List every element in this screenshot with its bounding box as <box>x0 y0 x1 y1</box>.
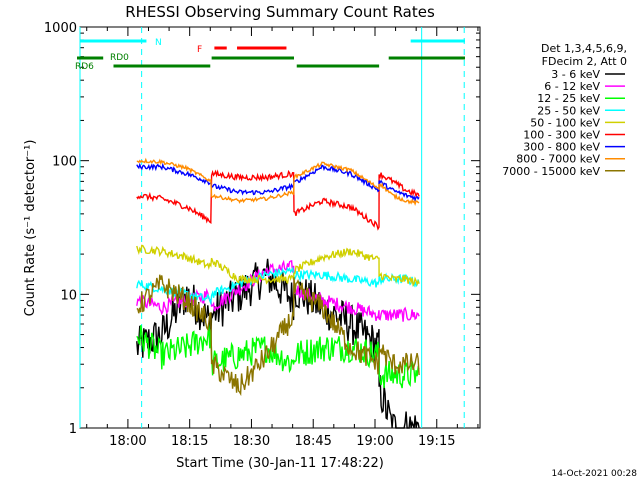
x-axis-title: Start Time (30-Jan-11 17:48:22) <box>176 456 384 471</box>
flag-rd6: RD6 <box>75 62 380 72</box>
y-axis: 1 10 100 1000 <box>44 21 480 437</box>
x-tick-label: 18:00 <box>109 434 146 449</box>
legend-label: 50 - 100 keV <box>530 116 600 129</box>
legend-label: 12 - 25 keV <box>537 92 600 105</box>
flag-label: RD6 <box>75 62 94 72</box>
legend-label: 300 - 800 keV <box>523 141 600 154</box>
series-line <box>136 274 420 397</box>
legend-header: Det 1,3,4,5,6,9, <box>541 42 627 55</box>
timestamp: 14-Oct-2021 00:28 <box>552 469 638 479</box>
chart-title: RHESSI Observing Summary Count Rates <box>125 3 435 21</box>
x-tick-label: 18:45 <box>294 434 331 449</box>
data-series <box>136 157 420 429</box>
y-tick-label: 1 <box>69 422 77 437</box>
plot-frame <box>79 26 481 429</box>
flag-label: F <box>197 45 202 55</box>
y-tick-label: 100 <box>52 155 77 170</box>
legend-label: 100 - 300 keV <box>523 129 600 142</box>
flag-f: F <box>197 45 287 55</box>
legend-label: 6 - 12 keV <box>544 80 600 93</box>
series-line <box>136 162 420 202</box>
x-tick-label: 18:30 <box>233 434 270 449</box>
y-axis-title: Count Rate (s⁻¹ detector⁻¹) <box>23 140 38 317</box>
series-line <box>136 266 420 306</box>
flag-n: N <box>155 38 162 48</box>
series-line <box>136 169 420 231</box>
flag-label: N <box>155 38 162 48</box>
y-tick-label: 10 <box>60 288 77 303</box>
legend-label: 3 - 6 keV <box>551 68 600 81</box>
x-tick-label: 19:15 <box>418 434 455 449</box>
legend-label: 7000 - 15000 keV <box>502 165 600 178</box>
legend-label: 25 - 50 keV <box>537 104 600 117</box>
x-tick-label: 18:15 <box>171 434 208 449</box>
y-tick-label: 1000 <box>44 21 77 36</box>
x-tick-label: 19:00 <box>356 434 393 449</box>
x-axis: 18:00 18:15 18:30 18:45 19:00 19:15 <box>86 27 479 449</box>
legend-header: FDecim 2, Att 0 <box>542 55 627 68</box>
series-line <box>136 244 420 287</box>
series-line <box>136 157 420 206</box>
flag-rd0: RD0 <box>77 53 465 63</box>
flag-label: RD0 <box>110 53 129 63</box>
legend: Det 1,3,4,5,6,9,FDecim 2, Att 03 - 6 keV… <box>502 42 627 178</box>
legend-label: 800 - 7000 keV <box>516 153 600 166</box>
